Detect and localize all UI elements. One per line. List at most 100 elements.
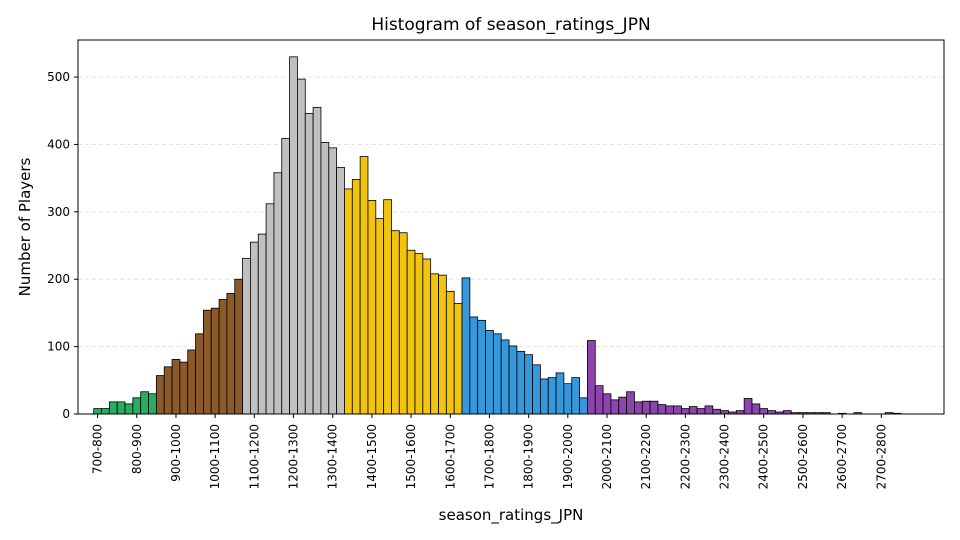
x-tick-label: 2100-2200 — [639, 424, 653, 489]
y-axis-ticks: 0 100 200 300 400 500 — [47, 70, 78, 421]
histogram-bar — [265, 203, 275, 415]
x-axis-ticks: 700-800 800-900 900-1000 1000-1100 1100-1200… — [91, 414, 888, 489]
histogram-bar — [469, 316, 479, 415]
histogram-bar — [712, 408, 722, 415]
histogram-bar — [116, 401, 126, 415]
histogram-bar — [602, 393, 612, 415]
histogram-bar — [414, 253, 424, 415]
histogram-bar — [626, 391, 635, 415]
histogram-bar — [124, 403, 134, 415]
histogram-bar — [751, 403, 761, 415]
histogram-bar — [202, 309, 212, 415]
y-tick-label: 500 — [47, 70, 70, 84]
histogram-bar — [610, 399, 620, 415]
x-tick-label: 2500-2600 — [796, 424, 810, 489]
histogram-bar — [665, 405, 675, 415]
histogram-bar — [297, 78, 306, 415]
histogram-bar — [226, 292, 236, 415]
histogram-bar — [500, 339, 510, 415]
histogram-bar — [328, 147, 338, 415]
histogram-bar — [422, 258, 432, 415]
histogram-bar — [704, 405, 714, 415]
histogram-bar — [461, 277, 471, 415]
x-tick-label: 1400-1500 — [365, 424, 379, 489]
histogram-bar — [179, 361, 189, 415]
histogram-bar — [344, 188, 353, 415]
histogram-bar — [735, 410, 745, 415]
histogram-bar — [634, 401, 643, 415]
x-tick-label: 1300-1400 — [326, 424, 340, 489]
x-tick-label: 1600-1700 — [443, 424, 457, 489]
histogram-bar — [218, 299, 228, 415]
x-tick-label: 700-800 — [91, 424, 105, 474]
y-tick-label: 300 — [47, 205, 70, 219]
histogram-bar — [743, 398, 753, 415]
histogram-bar — [242, 257, 251, 415]
x-axis-label: season_ratings_JPN — [439, 506, 584, 525]
x-tick-label: 1200-1300 — [287, 424, 301, 489]
x-tick-label: 1800-1900 — [522, 424, 536, 489]
x-tick-label: 2700-2800 — [874, 424, 888, 489]
histogram-bar — [320, 142, 330, 415]
histogram-bar — [108, 401, 118, 415]
y-tick-label: 0 — [62, 407, 70, 421]
histogram-bar — [641, 400, 651, 415]
x-tick-label: 1700-1800 — [482, 424, 496, 489]
histogram-bar — [304, 113, 314, 415]
histogram-bar — [234, 278, 243, 415]
histogram-bar — [516, 350, 526, 415]
histogram-bar — [163, 366, 173, 415]
histogram-bar — [430, 273, 439, 415]
histogram-bar — [93, 408, 102, 415]
histogram-bar — [508, 345, 518, 415]
x-tick-label: 2300-2400 — [718, 424, 732, 489]
histogram-bar — [155, 375, 165, 415]
histogram-bar — [250, 241, 259, 415]
histogram-bar — [210, 307, 220, 415]
histogram-bar — [453, 303, 463, 415]
histogram-bar — [563, 383, 573, 415]
histogram-bar — [336, 166, 345, 415]
histogram-bar — [720, 410, 729, 415]
histogram-bar — [539, 378, 549, 415]
y-tick-label: 200 — [47, 272, 70, 286]
histogram-bar — [406, 249, 416, 415]
histogram-bar — [657, 404, 667, 415]
y-axis-label: Number of Players — [16, 157, 34, 296]
histogram-bar — [438, 274, 447, 415]
histogram-bar — [445, 290, 455, 415]
histogram-bar — [101, 408, 110, 415]
histogram-bar — [547, 377, 557, 415]
histogram-bar — [492, 333, 502, 415]
histogram-bar — [398, 232, 408, 415]
histogram-bar — [257, 233, 267, 415]
histogram-bar — [767, 410, 776, 415]
histogram-bar — [681, 408, 690, 415]
histogram-bar — [782, 410, 792, 415]
histogram-bar — [148, 393, 157, 415]
histogram-bar — [571, 377, 580, 415]
histogram-bar — [281, 137, 291, 415]
histogram-bar — [587, 340, 596, 415]
x-tick-label: 1500-1600 — [404, 424, 418, 489]
y-tick-label: 100 — [47, 340, 70, 354]
histogram-bar — [579, 397, 588, 415]
histogram-bar — [477, 319, 486, 415]
histogram-bar — [132, 397, 142, 415]
histogram-bar — [618, 396, 627, 415]
x-tick-label: 2000-2100 — [600, 424, 614, 489]
histogram-bar — [673, 405, 682, 415]
histogram-bar — [289, 56, 298, 415]
histogram-bar — [187, 349, 196, 415]
plot-frame — [77, 39, 945, 415]
histogram-bar — [594, 385, 604, 415]
histogram-bar — [171, 359, 181, 415]
histogram-bar — [383, 199, 392, 415]
histogram-bars — [93, 56, 902, 415]
x-tick-label: 1000-1100 — [208, 424, 222, 489]
x-tick-label: 2200-2300 — [678, 424, 692, 489]
histogram-bar — [524, 354, 533, 415]
x-tick-label: 2400-2500 — [757, 424, 771, 489]
x-tick-label: 900-1000 — [169, 424, 183, 482]
